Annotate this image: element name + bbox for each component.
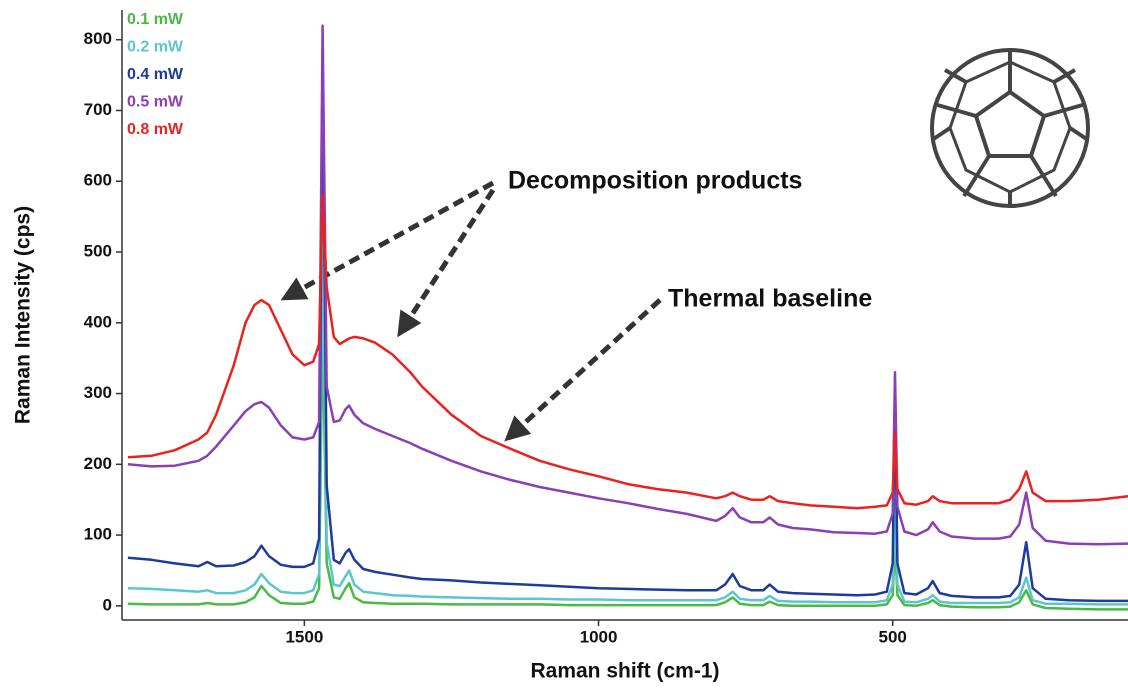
x-tick-label: 1000 bbox=[580, 627, 618, 646]
legend-label: 0.5 mW bbox=[127, 94, 184, 111]
y-tick-label: 100 bbox=[84, 525, 112, 544]
series-line bbox=[128, 26, 1128, 545]
annotation: Decomposition products bbox=[508, 167, 802, 195]
y-tick-label: 300 bbox=[84, 383, 112, 402]
y-tick-label: 500 bbox=[84, 242, 112, 261]
series-line bbox=[128, 323, 1128, 610]
y-tick-label: 600 bbox=[84, 171, 112, 190]
y-tick-label: 0 bbox=[103, 595, 112, 614]
x-tick-label: 500 bbox=[878, 627, 906, 646]
legend-label: 0.2 mW bbox=[127, 39, 184, 56]
series-line bbox=[128, 195, 1128, 508]
y-axis-title: Raman Intensity (cps) bbox=[12, 206, 35, 424]
legend-label: 0.8 mW bbox=[127, 121, 184, 138]
x-tick-label: 1500 bbox=[285, 627, 323, 646]
x-axis-title: Raman shift (cm-1) bbox=[530, 660, 719, 683]
annotation: Thermal baseline bbox=[668, 285, 872, 313]
y-tick-label: 800 bbox=[84, 29, 112, 48]
molecule-icon bbox=[932, 50, 1088, 206]
legend-label: 0.1 mW bbox=[127, 11, 184, 28]
y-tick-label: 400 bbox=[84, 312, 112, 331]
y-tick-label: 700 bbox=[84, 100, 112, 119]
y-tick-label: 200 bbox=[84, 454, 112, 473]
arrows bbox=[285, 183, 660, 438]
chart: Decomposition products Thermal baseline … bbox=[0, 0, 1128, 689]
legend-label: 0.4 mW bbox=[127, 66, 184, 83]
